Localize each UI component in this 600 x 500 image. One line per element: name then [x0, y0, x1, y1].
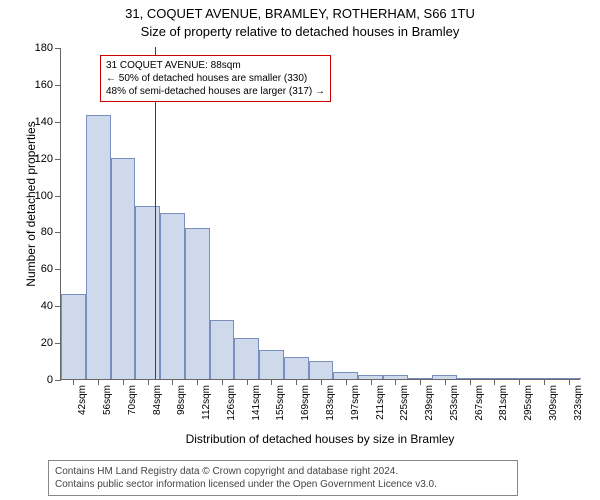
x-tick [271, 379, 272, 385]
x-tick [321, 379, 322, 385]
y-tick [55, 48, 61, 49]
x-tick [197, 379, 198, 385]
x-tick [172, 379, 173, 385]
x-tick-label: 239sqm [424, 385, 435, 421]
y-tick [55, 232, 61, 233]
x-tick [73, 379, 74, 385]
bar [309, 361, 334, 379]
x-tick [569, 379, 570, 385]
y-tick [55, 380, 61, 381]
x-tick [494, 379, 495, 385]
x-tick-label: 155sqm [275, 385, 286, 421]
y-tick [55, 122, 61, 123]
x-tick [470, 379, 471, 385]
y-tick-label: 20 [41, 337, 53, 349]
annotation-line-1: 31 COQUET AVENUE: 88sqm [106, 59, 325, 72]
x-tick-label: 84sqm [152, 385, 163, 415]
x-tick [445, 379, 446, 385]
y-tick [55, 159, 61, 160]
annotation-line-3: 48% of semi-detached houses are larger (… [106, 85, 325, 98]
x-tick [371, 379, 372, 385]
x-tick-label: 295sqm [523, 385, 534, 421]
x-tick-label: 281sqm [498, 385, 509, 421]
x-tick [420, 379, 421, 385]
x-tick [247, 379, 248, 385]
chart-title-description: Size of property relative to detached ho… [0, 24, 600, 39]
chart-title-address: 31, COQUET AVENUE, BRAMLEY, ROTHERHAM, S… [0, 6, 600, 21]
y-tick-label: 160 [35, 79, 53, 91]
footer-attribution: Contains HM Land Registry data © Crown c… [48, 460, 518, 496]
bar [185, 228, 210, 379]
bar [135, 206, 160, 379]
bar [61, 294, 86, 379]
footer-line-1: Contains HM Land Registry data © Crown c… [55, 465, 511, 478]
x-axis-label: Distribution of detached houses by size … [60, 432, 580, 446]
bar [259, 350, 284, 380]
bar [333, 372, 358, 379]
x-tick-label: 309sqm [548, 385, 559, 421]
x-tick-label: 126sqm [226, 385, 237, 421]
x-tick-label: 98sqm [176, 385, 187, 415]
y-tick-label: 180 [35, 42, 53, 54]
x-tick [296, 379, 297, 385]
bar [210, 320, 235, 379]
x-tick-label: 225sqm [399, 385, 410, 421]
x-tick-label: 56sqm [102, 385, 113, 415]
x-tick [148, 379, 149, 385]
x-tick [222, 379, 223, 385]
x-tick-label: 141sqm [251, 385, 262, 421]
x-tick-label: 267sqm [474, 385, 485, 421]
y-tick [55, 269, 61, 270]
x-tick [395, 379, 396, 385]
bar [111, 158, 136, 379]
y-tick-label: 60 [41, 263, 53, 275]
y-tick-label: 80 [41, 226, 53, 238]
x-tick [544, 379, 545, 385]
x-tick-label: 169sqm [300, 385, 311, 421]
x-tick [519, 379, 520, 385]
y-tick-label: 40 [41, 300, 53, 312]
x-tick [346, 379, 347, 385]
bar [234, 338, 259, 379]
y-tick-label: 0 [47, 374, 53, 386]
x-tick [123, 379, 124, 385]
chart-container: 31, COQUET AVENUE, BRAMLEY, ROTHERHAM, S… [0, 0, 600, 500]
x-tick-label: 183sqm [325, 385, 336, 421]
x-tick-label: 197sqm [350, 385, 361, 421]
annotation-line-2: ← 50% of detached houses are smaller (33… [106, 72, 325, 85]
x-tick-label: 70sqm [127, 385, 138, 415]
y-axis-label: Number of detached properties [24, 104, 38, 304]
x-tick-label: 253sqm [449, 385, 460, 421]
x-tick-label: 211sqm [375, 385, 386, 420]
bar [160, 213, 185, 379]
x-tick-label: 323sqm [573, 385, 584, 421]
bar [284, 357, 309, 379]
bar [86, 115, 111, 379]
x-tick [98, 379, 99, 385]
y-tick [55, 85, 61, 86]
annotation-box: 31 COQUET AVENUE: 88sqm ← 50% of detache… [100, 55, 331, 102]
x-tick-label: 112sqm [201, 385, 212, 420]
footer-line-2: Contains public sector information licen… [55, 478, 511, 491]
x-tick-label: 42sqm [77, 385, 88, 415]
y-tick [55, 196, 61, 197]
